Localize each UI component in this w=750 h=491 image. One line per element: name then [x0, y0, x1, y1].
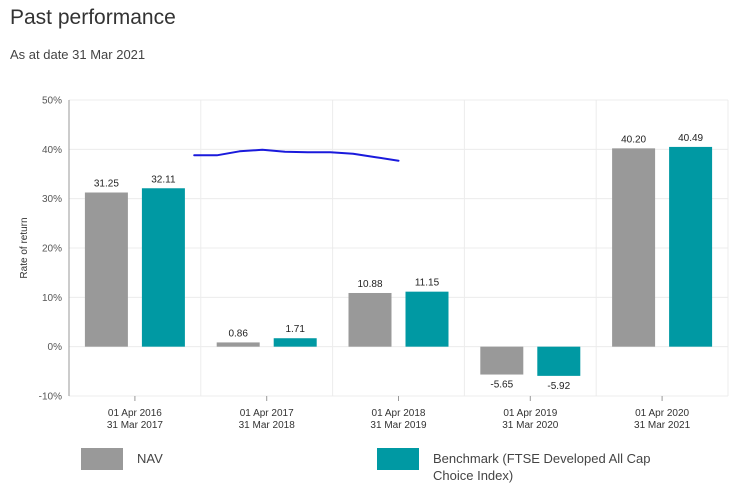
- bar-benchmark-0: [141, 188, 185, 347]
- data-label: 11.15: [415, 278, 440, 289]
- data-label: 31.25: [94, 179, 119, 190]
- bar-nav-2: [348, 292, 392, 347]
- x-tick-label: 31 Mar 2019: [370, 420, 427, 431]
- y-tick-label: -10%: [39, 392, 62, 403]
- data-label: 0.86: [228, 328, 248, 339]
- y-tick-label: 40%: [42, 145, 62, 156]
- data-label: -5.92: [547, 381, 570, 392]
- legend-swatch-benchmark: [377, 448, 419, 470]
- data-label: -5.65: [490, 380, 513, 391]
- data-label: 32.11: [151, 174, 176, 185]
- y-tick-label: 20%: [42, 244, 62, 255]
- hand-drawn-annotation: [193, 148, 400, 162]
- data-label: 10.88: [357, 279, 382, 290]
- bar-benchmark-2: [405, 291, 449, 347]
- y-tick-label: 30%: [42, 194, 62, 205]
- performance-chart: 50% 40% 30% 20% 10% 0% -10% Rate of return 01 Ap…: [19, 96, 729, 432]
- bar-group: [84, 146, 713, 376]
- legend-label-benchmark-line2: Choice Index): [433, 468, 514, 483]
- legend-item-nav[interactable]: NAV: [81, 448, 163, 470]
- bar-nav-0: [84, 192, 128, 347]
- y-axis-title: Rate of return: [19, 217, 30, 278]
- bar-nav-1: [216, 342, 260, 347]
- y-tick-label: 50%: [42, 96, 62, 107]
- legend-swatch-nav: [81, 448, 123, 470]
- legend-label-benchmark: Benchmark (FTSE Developed All Cap Choice…: [433, 450, 650, 484]
- bar-nav-3: [480, 346, 524, 375]
- bar-benchmark-3: [537, 346, 581, 376]
- y-tick-label: 10%: [42, 293, 62, 304]
- data-label: 1.71: [285, 324, 305, 335]
- x-tick-label: 01 Apr 2016: [108, 408, 162, 419]
- x-tick-label: 01 Apr 2019: [503, 408, 557, 419]
- legend-label-benchmark-line1: Benchmark (FTSE Developed All Cap: [433, 451, 651, 466]
- x-tick-label: 31 Mar 2021: [634, 420, 691, 431]
- x-tick-label: 01 Apr 2017: [240, 408, 294, 419]
- bar-nav-4: [612, 148, 656, 347]
- legend-item-benchmark[interactable]: Benchmark (FTSE Developed All Cap Choice…: [377, 448, 650, 484]
- x-tick-label: 31 Mar 2020: [502, 420, 559, 431]
- data-label: 40.20: [621, 134, 646, 145]
- bar-benchmark-4: [669, 146, 713, 347]
- data-label: 40.49: [678, 133, 703, 144]
- page-title: Past performance: [10, 6, 176, 29]
- as-at-date: As at date 31 Mar 2021: [10, 47, 146, 62]
- bar-benchmark-1: [273, 338, 317, 347]
- y-tick-label: 0%: [48, 342, 63, 353]
- data-label-group: 31.25 0.86 10.88 -5.65 40.20 32.11 1.71 11.15 -5…: [94, 133, 704, 392]
- x-tick-label: 01 Apr 2018: [372, 408, 426, 419]
- x-tick-label: 31 Mar 2018: [239, 420, 296, 431]
- x-tick-label: 01 Apr 2020: [635, 408, 689, 419]
- annotation-group: [193, 148, 400, 162]
- legend-label-nav: NAV: [137, 451, 163, 466]
- axes: 50% 40% 30% 20% 10% 0% -10% Rate of return 01 Ap…: [19, 96, 691, 432]
- x-tick-label: 31 Mar 2017: [107, 420, 164, 431]
